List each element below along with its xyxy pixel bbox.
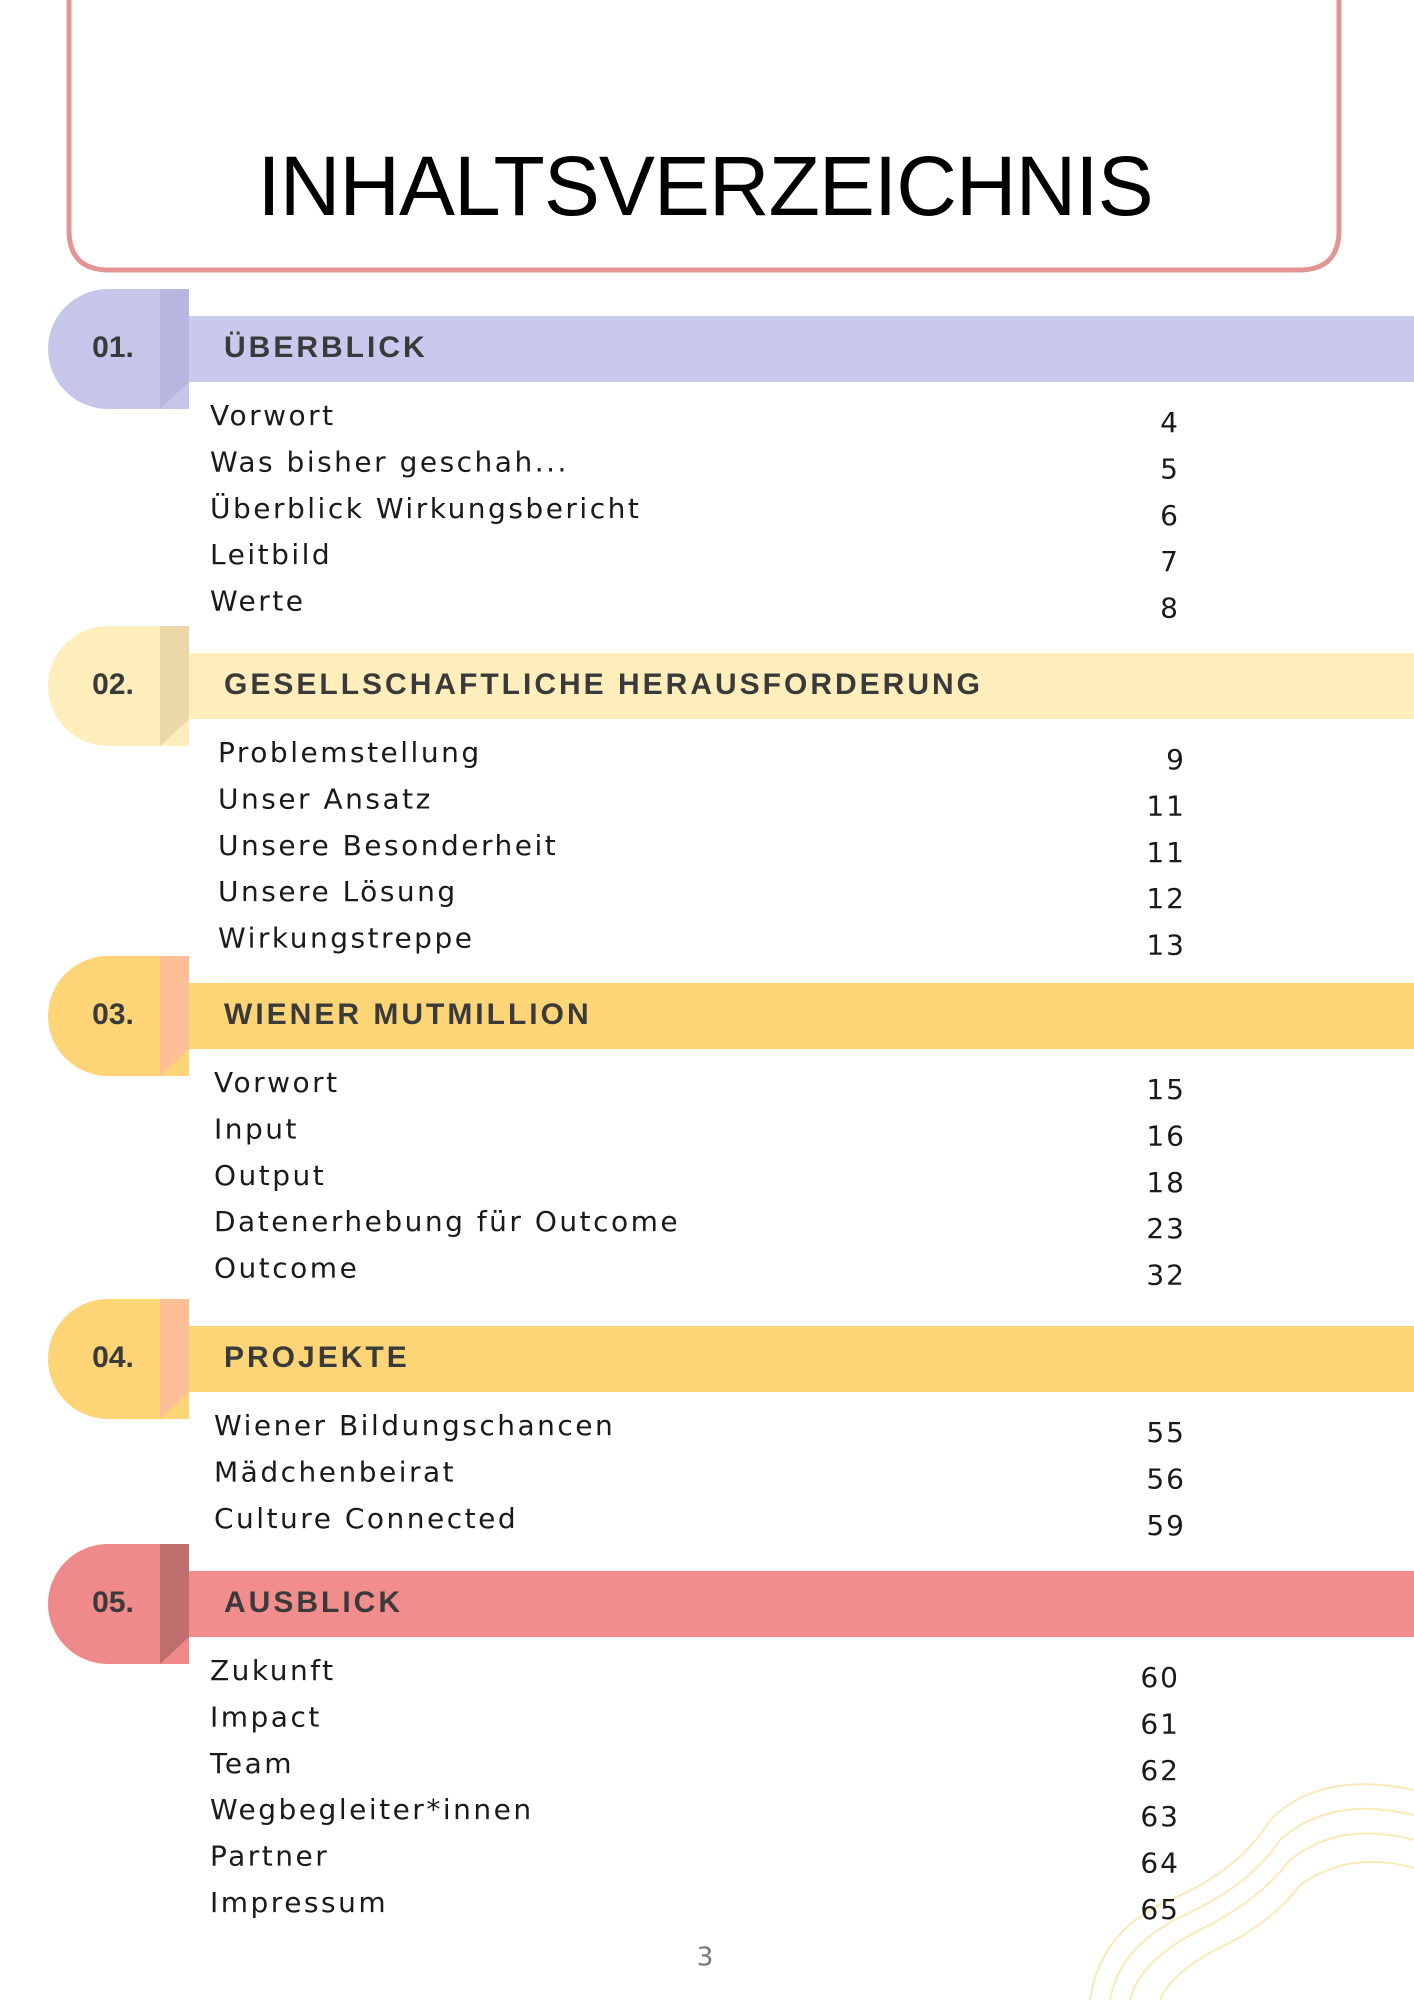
item-page: 55 [1146,1416,1186,1449]
item-page: 65 [1140,1893,1180,1926]
item-page: 61 [1140,1707,1180,1740]
section-band [189,1326,1414,1392]
item-label: Mädchenbeirat [214,1455,456,1488]
item-page: 5 [1160,452,1180,485]
item-label: Wegbegleiter*innen [210,1793,534,1826]
section-pill [48,956,189,1076]
section-pill [48,1544,189,1664]
item-label: Input [214,1112,299,1145]
section-band [189,316,1414,382]
section-pill [48,1299,189,1419]
item-label: Wirkungstreppe [218,922,474,955]
item-label: Impact [210,1700,322,1733]
item-page: 64 [1140,1847,1180,1880]
section-title: GESELLSCHAFTLICHE HERAUSFORDERUNG [224,668,983,701]
item-label: Output [214,1159,326,1192]
section-tab [160,956,189,1076]
item-label: Datenerhebung für Outcome [214,1205,680,1238]
section-number: 02. [92,668,134,701]
item-page: 8 [1160,592,1180,625]
item-label: Partner [210,1840,329,1873]
item-page: 12 [1146,882,1186,915]
item-label: Zukunft [210,1654,336,1687]
item-label: Leitbild [210,538,332,571]
item-page: 13 [1146,929,1186,962]
item-label: Impressum [210,1886,388,1919]
item-page: 56 [1146,1462,1186,1495]
item-page: 63 [1140,1800,1180,1833]
item-page: 11 [1146,836,1186,869]
section-number: 01. [92,331,134,364]
item-label: Vorwort [210,399,336,432]
item-page: 15 [1146,1073,1186,1106]
item-label: Problemstellung [218,736,482,769]
section-pill [48,626,189,746]
item-page: 7 [1160,545,1180,578]
section-tab [160,1299,189,1419]
item-page: 59 [1146,1509,1186,1542]
section-band [189,983,1414,1049]
section-number: 03. [92,998,134,1031]
item-page: 60 [1140,1661,1180,1694]
section-title: AUSBLICK [224,1586,403,1619]
section-title: PROJEKTE [224,1341,410,1374]
section-band [189,1571,1414,1637]
page-number: 3 [697,1943,714,1973]
item-label: Unser Ansatz [218,782,433,815]
section-tab [160,1544,189,1664]
item-page: 23 [1146,1212,1186,1245]
item-label: Überblick Wirkungsbericht [210,491,641,525]
section-title: WIENER MUTMILLION [224,998,592,1031]
section-number: 05. [92,1586,134,1619]
item-label: Vorwort [214,1066,340,1099]
item-label: Culture Connected [214,1502,518,1535]
item-page: 16 [1146,1119,1186,1152]
title-frame [66,0,1342,273]
decoration [1089,1783,1414,2000]
item-page: 62 [1140,1754,1180,1787]
section-band [189,653,1414,719]
title: INHALTSVERZEICHNIS [257,139,1152,233]
item-label: Unsere Lösung [218,875,458,908]
item-label: Outcome [214,1252,359,1285]
item-label: Unsere Besonderheit [218,829,558,862]
item-label: Was bisher geschah... [210,445,569,478]
section-pill [48,289,189,409]
section-number: 04. [92,1341,134,1374]
section-tab [160,289,189,409]
item-page: 18 [1146,1166,1186,1199]
item-label: Wiener Bildungschancen [214,1409,615,1442]
item-page: 4 [1160,406,1180,439]
item-page: 9 [1166,743,1186,776]
item-label: Werte [210,585,306,618]
item-page: 32 [1146,1259,1186,1292]
item-page: 11 [1146,789,1186,822]
section-tab [160,626,189,746]
section-title: ÜBERBLICK [224,331,428,364]
item-label: Team [209,1747,294,1780]
item-page: 6 [1160,499,1180,532]
